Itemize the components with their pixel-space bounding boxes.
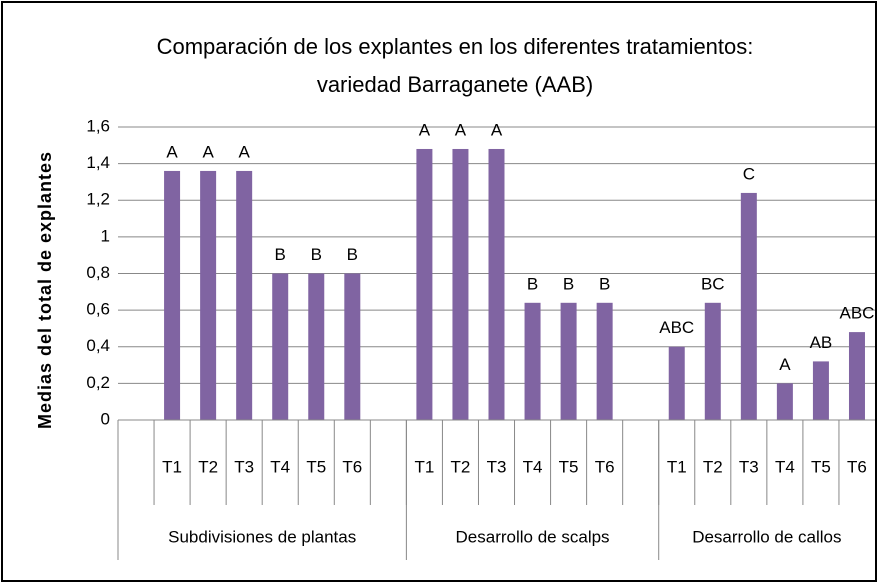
x-tick-label: T5 xyxy=(306,457,326,476)
x-tick-label: T6 xyxy=(342,457,362,476)
y-tick-label: 0 xyxy=(101,409,110,428)
bar xyxy=(236,170,253,420)
y-tick-label: 1,4 xyxy=(86,153,110,172)
x-tick-label: T3 xyxy=(739,457,759,476)
group-label: Desarrollo de callos xyxy=(692,527,841,546)
bar-letter: A xyxy=(202,142,214,161)
x-tick-label: T6 xyxy=(595,457,615,476)
x-tick-label: T2 xyxy=(703,457,723,476)
x-tick-label: T1 xyxy=(667,457,687,476)
bar-letter: ABC xyxy=(839,304,874,323)
bar xyxy=(596,302,613,420)
bar-letter: A xyxy=(419,120,431,139)
bar xyxy=(416,148,433,420)
bar-letter: C xyxy=(743,164,755,183)
bar xyxy=(524,302,541,420)
y-tick-label: 0,4 xyxy=(86,336,110,355)
group-label: Subdivisiones de plantas xyxy=(168,527,356,546)
x-tick-label: T1 xyxy=(414,457,434,476)
bar xyxy=(344,273,361,420)
bar-letter: B xyxy=(275,245,286,264)
x-tick-label: T5 xyxy=(811,457,831,476)
bar-letter: BC xyxy=(701,274,725,293)
bar xyxy=(668,346,685,420)
bar-letter: B xyxy=(563,274,574,293)
bar-letter: B xyxy=(311,245,322,264)
x-tick-label: T4 xyxy=(270,457,290,476)
bar xyxy=(848,332,865,420)
bar-letter: A xyxy=(779,355,791,374)
x-tick-label: T4 xyxy=(775,457,795,476)
bar xyxy=(164,170,181,420)
x-tick-label: T4 xyxy=(523,457,543,476)
bar-letter: AB xyxy=(810,333,833,352)
bar-letter: ABC xyxy=(659,318,694,337)
bar xyxy=(200,170,217,420)
bar xyxy=(812,361,829,420)
x-tick-label: T5 xyxy=(559,457,579,476)
y-tick-label: 1,6 xyxy=(86,116,110,135)
bar xyxy=(272,273,289,420)
bar-letter: B xyxy=(347,245,358,264)
bar-letter: B xyxy=(527,274,538,293)
bar xyxy=(704,302,721,420)
group-label: Desarrollo de scalps xyxy=(456,527,610,546)
x-tick-label: T3 xyxy=(487,457,507,476)
chart-title: Comparación de los explantes en los dife… xyxy=(157,34,754,59)
bar-letter: A xyxy=(491,120,503,139)
x-tick-label: T1 xyxy=(162,457,182,476)
bar xyxy=(560,302,577,420)
y-axis-label: Medias del total de explantes xyxy=(35,151,55,429)
bar xyxy=(776,383,793,420)
x-tick-label: T2 xyxy=(198,457,218,476)
y-tick-label: 1 xyxy=(101,226,110,245)
bar xyxy=(452,148,469,420)
x-tick-label: T6 xyxy=(847,457,867,476)
bar-letter: B xyxy=(599,274,610,293)
x-tick-label: T3 xyxy=(234,457,254,476)
y-tick-label: 0,2 xyxy=(86,373,110,392)
chart-title: variedad Barraganete (AAB) xyxy=(317,72,593,97)
bar-letter: A xyxy=(455,120,467,139)
bar-letter: A xyxy=(238,142,250,161)
x-tick-label: T2 xyxy=(451,457,471,476)
bar xyxy=(488,148,505,420)
bar-letter: A xyxy=(166,142,178,161)
y-tick-label: 0,6 xyxy=(86,300,110,319)
bar xyxy=(740,192,757,420)
bar xyxy=(308,273,325,420)
y-tick-label: 1,2 xyxy=(86,190,110,209)
y-tick-label: 0,8 xyxy=(86,263,110,282)
